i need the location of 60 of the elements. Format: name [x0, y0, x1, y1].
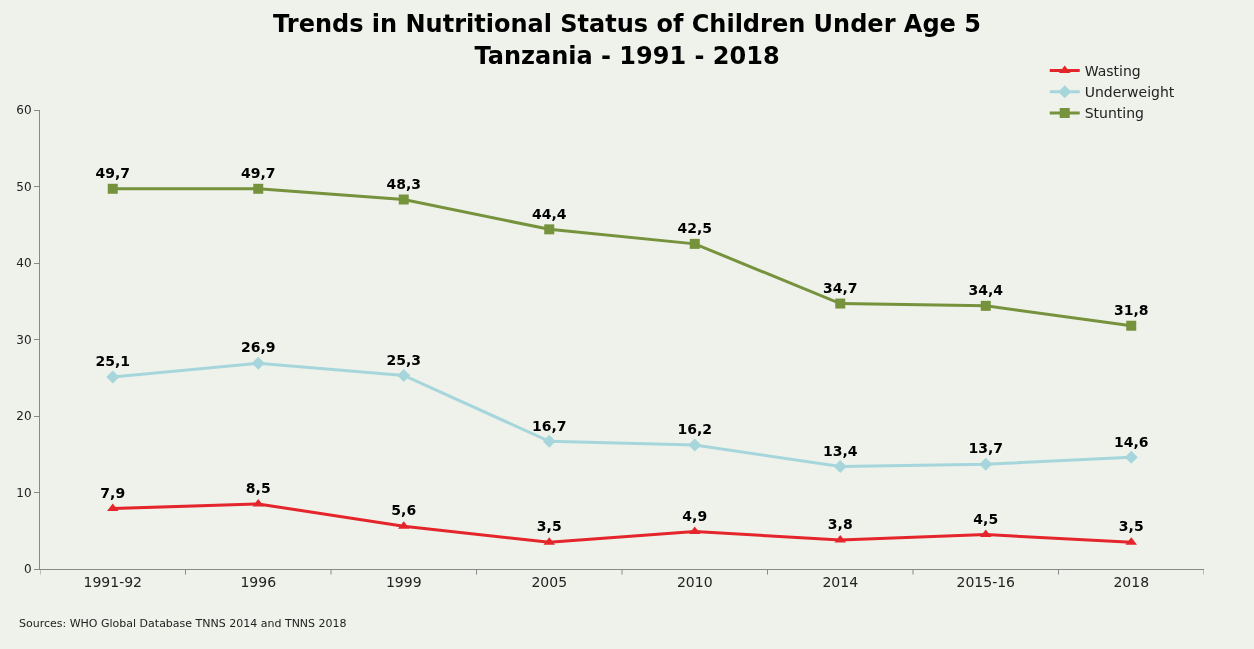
- point: [689, 238, 700, 249]
- x-tick-label: 1991-92: [83, 573, 142, 590]
- point: [398, 194, 409, 205]
- point: [979, 457, 993, 471]
- y-tick-label: 60: [16, 103, 32, 118]
- legend-label: Stunting: [1084, 105, 1144, 122]
- y-tick-label: 30: [16, 332, 32, 347]
- data-label: 49,7: [240, 165, 276, 182]
- x-tick-label: 2005: [531, 573, 568, 590]
- x-tick-label: 2015-16: [956, 573, 1016, 590]
- y-tick-label: 20: [16, 409, 32, 424]
- point: [107, 183, 118, 194]
- data-label: 3,5: [536, 518, 562, 535]
- point: [688, 438, 702, 452]
- point: [397, 368, 411, 382]
- x-tick-label: 2018: [1113, 573, 1150, 590]
- point: [835, 298, 846, 309]
- data-label: 31,8: [1113, 301, 1149, 318]
- y-tick-label: 40: [16, 256, 32, 271]
- data-label: 48,3: [386, 175, 422, 192]
- point: [980, 300, 991, 311]
- data-label: 4,5: [973, 510, 999, 527]
- x-tick-label: 2014: [822, 573, 859, 590]
- x-tick-label: 1999: [385, 573, 422, 590]
- data-label: 26,9: [240, 339, 276, 356]
- data-label: 3,5: [1118, 518, 1144, 535]
- point: [1124, 450, 1138, 464]
- point: [544, 224, 555, 235]
- data-label: 34,4: [968, 282, 1004, 299]
- data-label: 25,1: [95, 353, 131, 370]
- data-label: 16,7: [531, 417, 567, 434]
- source-note: Sources: WHO Global Database TNNS 2014 and TNNS 2018: [19, 617, 347, 630]
- data-label: 25,3: [386, 351, 422, 368]
- data-label: 4,9: [682, 507, 708, 524]
- point: [542, 434, 556, 448]
- x-tick-label: 1996: [240, 573, 277, 590]
- y-tick-label: 50: [16, 179, 32, 194]
- legend-label: Wasting: [1084, 62, 1141, 79]
- data-label: 7,9: [100, 484, 126, 501]
- data-label: 3,8: [827, 516, 853, 533]
- data-label: 34,7: [822, 279, 858, 296]
- y-tick-label: 0: [23, 562, 32, 577]
- y-tick-label: 10: [16, 485, 32, 500]
- point: [833, 459, 847, 473]
- data-label: 13,7: [968, 440, 1004, 457]
- point: [253, 183, 264, 194]
- point: [106, 370, 120, 384]
- legend-label: Underweight: [1084, 84, 1175, 101]
- data-label: 44,4: [531, 205, 567, 222]
- data-label: 42,5: [677, 220, 713, 237]
- data-label: 16,2: [677, 421, 713, 438]
- data-label: 14,6: [1113, 433, 1149, 450]
- data-label: 13,4: [822, 442, 858, 459]
- point: [251, 356, 265, 370]
- data-label: 5,6: [391, 502, 417, 519]
- chart-title: Trends in Nutritional Status of Children Under Age 5 Tanzania - 1991 - 2018: [273, 10, 981, 70]
- data-label: 49,7: [95, 165, 131, 182]
- x-tick-label: 2010: [676, 573, 713, 590]
- point: [1126, 320, 1137, 331]
- data-label: 8,5: [245, 480, 271, 497]
